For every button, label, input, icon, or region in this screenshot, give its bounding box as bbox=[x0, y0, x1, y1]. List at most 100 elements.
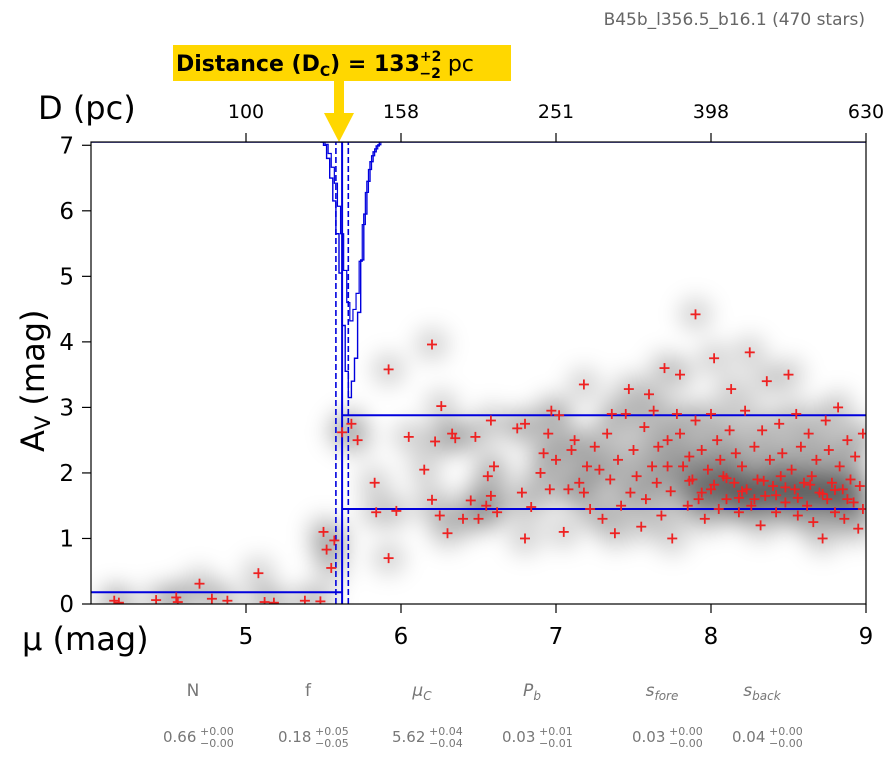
star-marker bbox=[578, 379, 589, 390]
star-marker bbox=[761, 376, 772, 387]
star-marker bbox=[485, 490, 496, 501]
star-marker bbox=[653, 441, 664, 452]
star-marker bbox=[620, 408, 631, 419]
distance-annotation-sup: +2 bbox=[420, 49, 441, 65]
parameter-name: N bbox=[187, 681, 200, 701]
parameter-name: sfore bbox=[646, 681, 679, 703]
star-marker bbox=[771, 507, 782, 518]
parameter-minus: −0.00 bbox=[769, 737, 803, 750]
star-marker bbox=[706, 408, 716, 419]
distance-annotation-unit: pc bbox=[441, 52, 474, 77]
star-marker bbox=[684, 475, 695, 486]
star-marker bbox=[563, 484, 574, 495]
star-marker bbox=[628, 445, 639, 455]
star-marker bbox=[780, 482, 791, 493]
y-tick-label: 0 bbox=[59, 592, 74, 618]
star-marker bbox=[352, 435, 363, 446]
star-marker bbox=[427, 339, 437, 350]
star-marker bbox=[299, 595, 310, 604]
star-marker bbox=[578, 487, 589, 498]
parameter-plus: +0.00 bbox=[769, 725, 803, 738]
star-marker bbox=[730, 448, 741, 459]
y-axis-label: AV (mag) bbox=[14, 310, 55, 453]
star-marker bbox=[329, 535, 340, 546]
star-marker bbox=[792, 492, 803, 503]
star-marker bbox=[321, 544, 332, 555]
star-marker bbox=[253, 568, 264, 579]
model-lines bbox=[91, 142, 866, 604]
star-marker bbox=[690, 309, 701, 320]
distance-pdf-inner bbox=[321, 142, 382, 322]
star-marker bbox=[726, 384, 737, 395]
star-marker bbox=[820, 415, 831, 426]
star-marker bbox=[805, 479, 816, 490]
star-marker bbox=[741, 484, 752, 495]
star-marker bbox=[383, 553, 394, 564]
star-marker bbox=[702, 464, 713, 475]
star-marker bbox=[729, 477, 740, 488]
star-marker bbox=[594, 464, 605, 475]
star-marker bbox=[662, 461, 673, 472]
density-blob bbox=[845, 416, 866, 451]
star-marker bbox=[109, 595, 120, 604]
parameter-plus: +0.00 bbox=[200, 725, 234, 738]
star-marker bbox=[799, 477, 809, 488]
star-marker bbox=[848, 497, 859, 508]
star-marker bbox=[850, 451, 861, 462]
parameter-minus: −0.01 bbox=[539, 737, 573, 750]
star-marker bbox=[644, 389, 654, 400]
star-marker bbox=[737, 461, 747, 472]
star-marker bbox=[172, 597, 183, 604]
star-marker bbox=[636, 521, 647, 532]
star-marker bbox=[690, 415, 701, 426]
star-marker bbox=[194, 578, 205, 589]
star-marker bbox=[699, 513, 710, 524]
star-marker bbox=[574, 477, 585, 488]
star-marker bbox=[458, 513, 468, 524]
parameter-value: 5.62 bbox=[392, 728, 425, 746]
star-marker bbox=[789, 484, 800, 495]
star-marker bbox=[733, 492, 744, 503]
star-marker bbox=[775, 471, 786, 482]
star-marker bbox=[450, 433, 461, 444]
star-marker bbox=[171, 592, 182, 603]
parameter-minus: −0.04 bbox=[429, 737, 463, 750]
star-marker bbox=[682, 500, 693, 511]
star-marker bbox=[752, 474, 763, 485]
star-marker bbox=[721, 473, 732, 484]
star-marker bbox=[473, 513, 484, 524]
star-marker bbox=[833, 402, 844, 413]
star-marker bbox=[724, 425, 735, 436]
star-marker bbox=[520, 533, 530, 544]
star-marker bbox=[656, 510, 667, 521]
star-marker bbox=[715, 454, 726, 465]
star-marker bbox=[749, 441, 760, 452]
star-marker bbox=[764, 454, 775, 465]
distance-annotation-sub: C bbox=[320, 64, 330, 80]
distance-annotation-mid: ) = 133 bbox=[330, 52, 420, 77]
star-marker bbox=[662, 435, 673, 446]
star-marker bbox=[631, 471, 642, 482]
parameter-name: f bbox=[305, 681, 312, 701]
star-marker bbox=[667, 533, 678, 544]
parameter-plus: +0.04 bbox=[429, 725, 463, 738]
star-marker bbox=[845, 474, 856, 485]
x-axis-ticks: 5 6 7 8 9 bbox=[239, 604, 873, 650]
star-marker bbox=[842, 494, 853, 505]
star-marker bbox=[834, 461, 845, 472]
star-marker bbox=[602, 428, 613, 439]
star-marker bbox=[640, 494, 651, 505]
parameter-value: 0.18 bbox=[278, 728, 311, 746]
star-marker bbox=[774, 418, 785, 429]
parameter-plus: +0.05 bbox=[315, 725, 349, 738]
star-marker bbox=[566, 445, 577, 455]
star-marker bbox=[737, 486, 747, 497]
arrow-head bbox=[324, 113, 354, 142]
y-axis-ticks: 0 1 2 3 4 5 6 7 bbox=[59, 133, 91, 618]
star-marker bbox=[538, 448, 549, 459]
star-marker bbox=[369, 477, 380, 488]
star-marker bbox=[485, 415, 496, 426]
star-marker bbox=[696, 445, 707, 455]
star-marker bbox=[713, 503, 724, 514]
